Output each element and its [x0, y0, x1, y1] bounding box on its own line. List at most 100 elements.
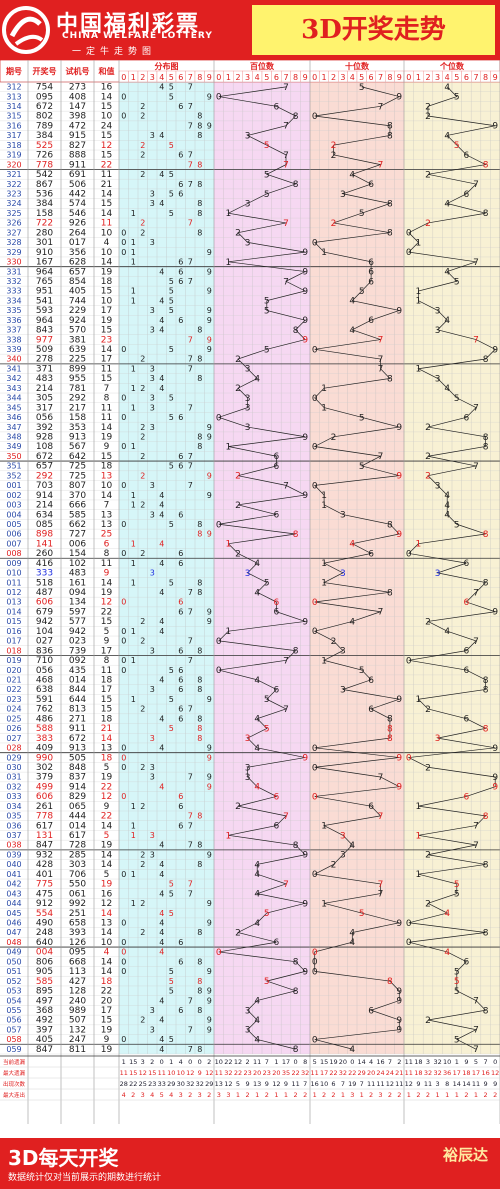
stat-value: 3: [350, 1091, 354, 1099]
hund-digit-mark: 2: [235, 472, 241, 482]
period-cell: 056: [6, 1016, 21, 1025]
sum-cell: 14: [101, 491, 113, 501]
tens-digit-mark: 3: [340, 647, 346, 657]
period-cell: 039: [6, 850, 21, 859]
stat-value: 7: [341, 1080, 345, 1088]
dist-digit: 9: [207, 744, 212, 753]
tens-digit-mark: 4: [349, 617, 355, 627]
draw-cell: 672: [36, 452, 53, 462]
stat-value: 2: [207, 1058, 211, 1066]
sum-cell: 5: [104, 627, 110, 637]
dist-digit: 3: [150, 199, 155, 208]
hund-digit-mark: 6: [274, 608, 280, 618]
stat-value: 7: [360, 1080, 364, 1088]
dist-digit: 7: [188, 121, 193, 130]
dist-digit: 3: [150, 131, 155, 140]
header-digit: 5: [264, 73, 269, 82]
test-cell: 597: [69, 607, 86, 617]
dist-digit: 8: [197, 724, 202, 733]
sum-cell: 14: [101, 209, 113, 219]
period-cell: 013: [6, 598, 21, 607]
tens-digit-mark: 0: [312, 481, 318, 491]
period-cell: 035: [6, 812, 21, 821]
hund-digit-mark: 0: [216, 666, 222, 676]
dist-digit: 9: [207, 1016, 212, 1025]
test-cell: 913: [69, 744, 86, 754]
dist-digit: 9: [207, 248, 212, 257]
dist-digit: 4: [159, 539, 164, 548]
header-bar: 中国福利彩票 CHINA WELFARE LOTTERY 一定牛走势图 3D开奖…: [0, 0, 500, 60]
dist-digit: 0: [121, 744, 126, 753]
period-cell: 338: [6, 335, 21, 344]
units-digit-mark: 7: [473, 336, 479, 346]
hund-digit-mark: 2: [235, 929, 241, 939]
period-cell: 011: [6, 578, 21, 587]
period-cell: 349: [6, 442, 21, 451]
test-cell: 303: [69, 860, 86, 870]
test-cell: 161: [69, 578, 86, 588]
dist-digit: 1: [131, 695, 136, 704]
draw-cell: 928: [36, 433, 53, 443]
dist-digit: 7: [188, 160, 193, 169]
header-digit: 3: [340, 73, 345, 82]
footer-title: 3D每天开奖: [8, 1146, 119, 1170]
period-cell: 012: [6, 588, 21, 597]
units-digit-mark: 4: [444, 83, 450, 93]
sum-cell: 14: [101, 821, 113, 831]
sum-cell: 10: [101, 112, 113, 122]
header-digit: 6: [464, 73, 469, 82]
dist-digit: 8: [197, 1045, 202, 1054]
dist-digit: 3: [150, 364, 155, 373]
dist-digit: 6: [178, 607, 183, 616]
dist-digit: 6: [178, 462, 183, 471]
period-cell: 020: [6, 666, 21, 675]
dist-digit: 2: [140, 423, 145, 432]
dist-digit: 3: [150, 238, 155, 247]
header-digit: 0: [312, 73, 317, 82]
stat-value: 2: [131, 1091, 135, 1099]
sum-cell: 9: [104, 802, 110, 812]
test-cell: 911: [69, 724, 86, 734]
stat-value: 14: [358, 1058, 366, 1066]
tens-digit-mark: 1: [321, 899, 327, 909]
period-cell: 322: [6, 180, 21, 189]
test-cell: 240: [69, 996, 86, 1006]
dist-digit: 4: [159, 1016, 164, 1025]
period-cell: 313: [6, 92, 21, 101]
hund-digit-mark: 9: [302, 967, 308, 977]
units-digit-mark: 3: [435, 481, 441, 491]
dist-digit: 0: [121, 228, 126, 237]
dist-digit: 9: [207, 996, 212, 1005]
test-cell: 126: [69, 938, 86, 948]
brand-motto: 一定牛走势图: [72, 47, 157, 57]
test-cell: 942: [69, 627, 86, 637]
units-digit-mark: 7: [473, 997, 479, 1007]
period-cell: 037: [6, 831, 21, 840]
dist-digit: 4: [159, 889, 164, 898]
hund-digit-mark: 8: [293, 841, 299, 851]
dist-digit: 2: [140, 850, 145, 859]
sum-cell: 13: [101, 744, 112, 754]
dist-digit: 8: [197, 121, 202, 130]
dist-digit: 5: [169, 92, 174, 101]
sum-cell: 19: [101, 588, 113, 598]
dist-digit: 0: [121, 413, 126, 422]
sum-cell: 20: [101, 996, 113, 1006]
hund-digit-mark: 8: [293, 647, 299, 657]
period-cell: 346: [6, 413, 21, 422]
units-digit-mark: 8: [483, 1006, 489, 1016]
dist-digit: 6: [178, 258, 183, 267]
sum-cell: 9: [104, 1035, 110, 1045]
stat-value: 2: [484, 1091, 488, 1099]
draw-cell: 778: [36, 812, 53, 822]
hund-digit-mark: 4: [254, 559, 260, 569]
draw-cell: 278: [36, 355, 53, 365]
draw-cell: 964: [36, 316, 53, 326]
dist-digit: 5: [169, 190, 174, 199]
draw-cell: 483: [36, 374, 53, 384]
dist-digit: 9: [207, 607, 212, 616]
stat-value: 1: [274, 1058, 278, 1066]
draw-cell: 248: [36, 928, 53, 938]
test-cell: 356: [69, 248, 86, 258]
sum-cell: 5: [104, 763, 110, 773]
